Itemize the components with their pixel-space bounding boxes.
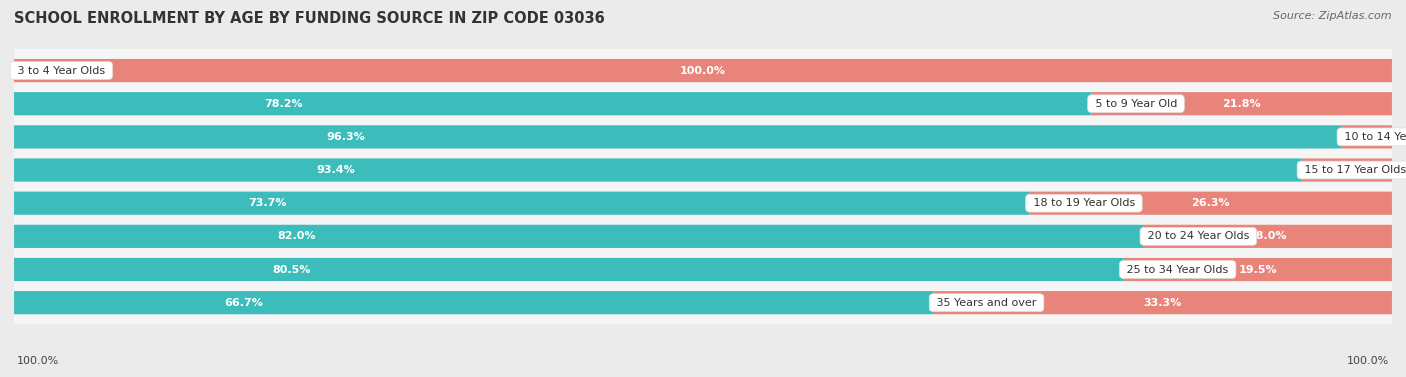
Text: 93.4%: 93.4%: [316, 165, 356, 175]
FancyBboxPatch shape: [1123, 258, 1392, 281]
Text: 73.7%: 73.7%: [249, 198, 287, 208]
FancyBboxPatch shape: [1144, 225, 1392, 248]
Text: 66.7%: 66.7%: [225, 298, 263, 308]
Text: 33.3%: 33.3%: [1143, 298, 1181, 308]
FancyBboxPatch shape: [14, 192, 1029, 215]
FancyBboxPatch shape: [10, 113, 1396, 161]
FancyBboxPatch shape: [10, 246, 1396, 293]
FancyBboxPatch shape: [14, 225, 1144, 248]
Text: 21.8%: 21.8%: [1222, 99, 1261, 109]
FancyBboxPatch shape: [14, 59, 1392, 82]
FancyBboxPatch shape: [934, 291, 1392, 314]
Text: 15 to 17 Year Olds: 15 to 17 Year Olds: [1301, 165, 1406, 175]
Text: 3.7%: 3.7%: [1403, 132, 1406, 142]
Text: 18.0%: 18.0%: [1249, 231, 1286, 241]
Text: 78.2%: 78.2%: [264, 99, 302, 109]
FancyBboxPatch shape: [1029, 192, 1392, 215]
FancyBboxPatch shape: [10, 80, 1396, 127]
Text: 18 to 19 Year Olds: 18 to 19 Year Olds: [1029, 198, 1139, 208]
FancyBboxPatch shape: [14, 92, 1091, 115]
Text: 3 to 4 Year Olds: 3 to 4 Year Olds: [14, 66, 108, 75]
FancyBboxPatch shape: [1301, 158, 1392, 182]
Text: 82.0%: 82.0%: [277, 231, 316, 241]
Text: 100.0%: 100.0%: [1347, 356, 1389, 366]
Text: 20 to 24 Year Olds: 20 to 24 Year Olds: [1144, 231, 1253, 241]
Text: 80.5%: 80.5%: [273, 265, 311, 274]
FancyBboxPatch shape: [14, 258, 1123, 281]
Text: 10 to 14 Year Olds: 10 to 14 Year Olds: [1341, 132, 1406, 142]
Text: 25 to 34 Year Olds: 25 to 34 Year Olds: [1123, 265, 1232, 274]
FancyBboxPatch shape: [10, 147, 1396, 193]
Text: 96.3%: 96.3%: [326, 132, 366, 142]
Text: 5 to 9 Year Old: 5 to 9 Year Old: [1091, 99, 1181, 109]
FancyBboxPatch shape: [14, 125, 1341, 149]
Text: SCHOOL ENROLLMENT BY AGE BY FUNDING SOURCE IN ZIP CODE 03036: SCHOOL ENROLLMENT BY AGE BY FUNDING SOUR…: [14, 11, 605, 26]
Text: 19.5%: 19.5%: [1239, 265, 1277, 274]
FancyBboxPatch shape: [14, 158, 1301, 182]
FancyBboxPatch shape: [10, 213, 1396, 260]
FancyBboxPatch shape: [10, 47, 1396, 94]
FancyBboxPatch shape: [10, 180, 1396, 227]
Text: 6.6%: 6.6%: [1403, 165, 1406, 175]
FancyBboxPatch shape: [1341, 125, 1392, 149]
FancyBboxPatch shape: [10, 279, 1396, 326]
Text: 100.0%: 100.0%: [681, 66, 725, 75]
Text: 35 Years and over: 35 Years and over: [934, 298, 1040, 308]
FancyBboxPatch shape: [1091, 92, 1392, 115]
Text: Source: ZipAtlas.com: Source: ZipAtlas.com: [1274, 11, 1392, 21]
Text: 26.3%: 26.3%: [1191, 198, 1230, 208]
Text: 100.0%: 100.0%: [17, 356, 59, 366]
FancyBboxPatch shape: [14, 291, 934, 314]
